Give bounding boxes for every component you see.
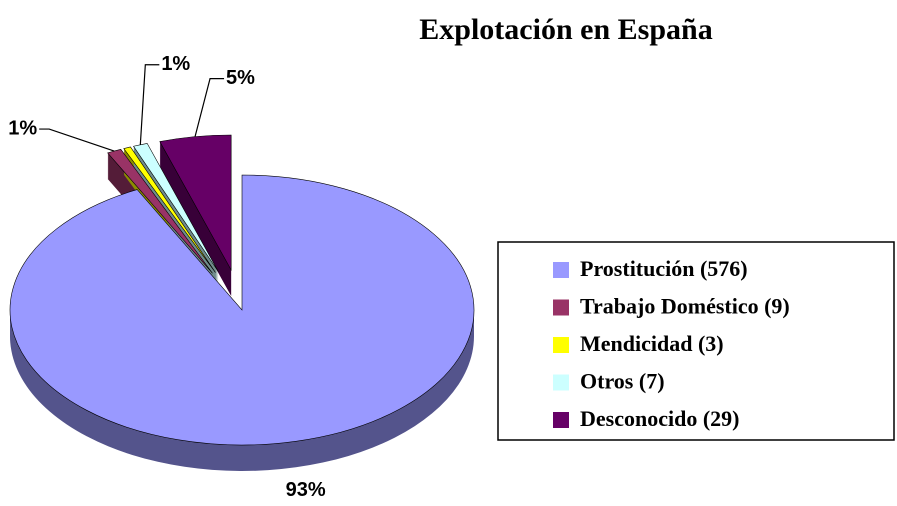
legend-swatch <box>553 337 569 353</box>
leader-line <box>39 128 115 152</box>
data-label: 5% <box>226 67 255 89</box>
slice <box>107 148 213 274</box>
legend-label: Otros (7) <box>580 369 665 394</box>
slice <box>123 146 216 273</box>
data-label: 1% <box>8 117 37 139</box>
legend-swatch <box>553 262 569 278</box>
leader-line <box>194 78 225 137</box>
data-label: 1% <box>161 53 190 75</box>
legend-label: Desconocido (29) <box>580 406 739 431</box>
legend-label: Trabajo Doméstico (9) <box>580 294 790 319</box>
legend-swatch <box>553 299 569 316</box>
slice <box>9 174 475 446</box>
leader-line <box>139 64 160 145</box>
legend-label: Prostitución (576) <box>580 256 748 281</box>
slice <box>159 134 232 272</box>
data-label: 93% <box>286 479 326 501</box>
legend-label: Mendicidad (3) <box>580 331 724 356</box>
legend-swatch <box>553 374 569 391</box>
legend-swatch <box>553 412 569 428</box>
chart-title: Explotación en España <box>419 13 712 46</box>
